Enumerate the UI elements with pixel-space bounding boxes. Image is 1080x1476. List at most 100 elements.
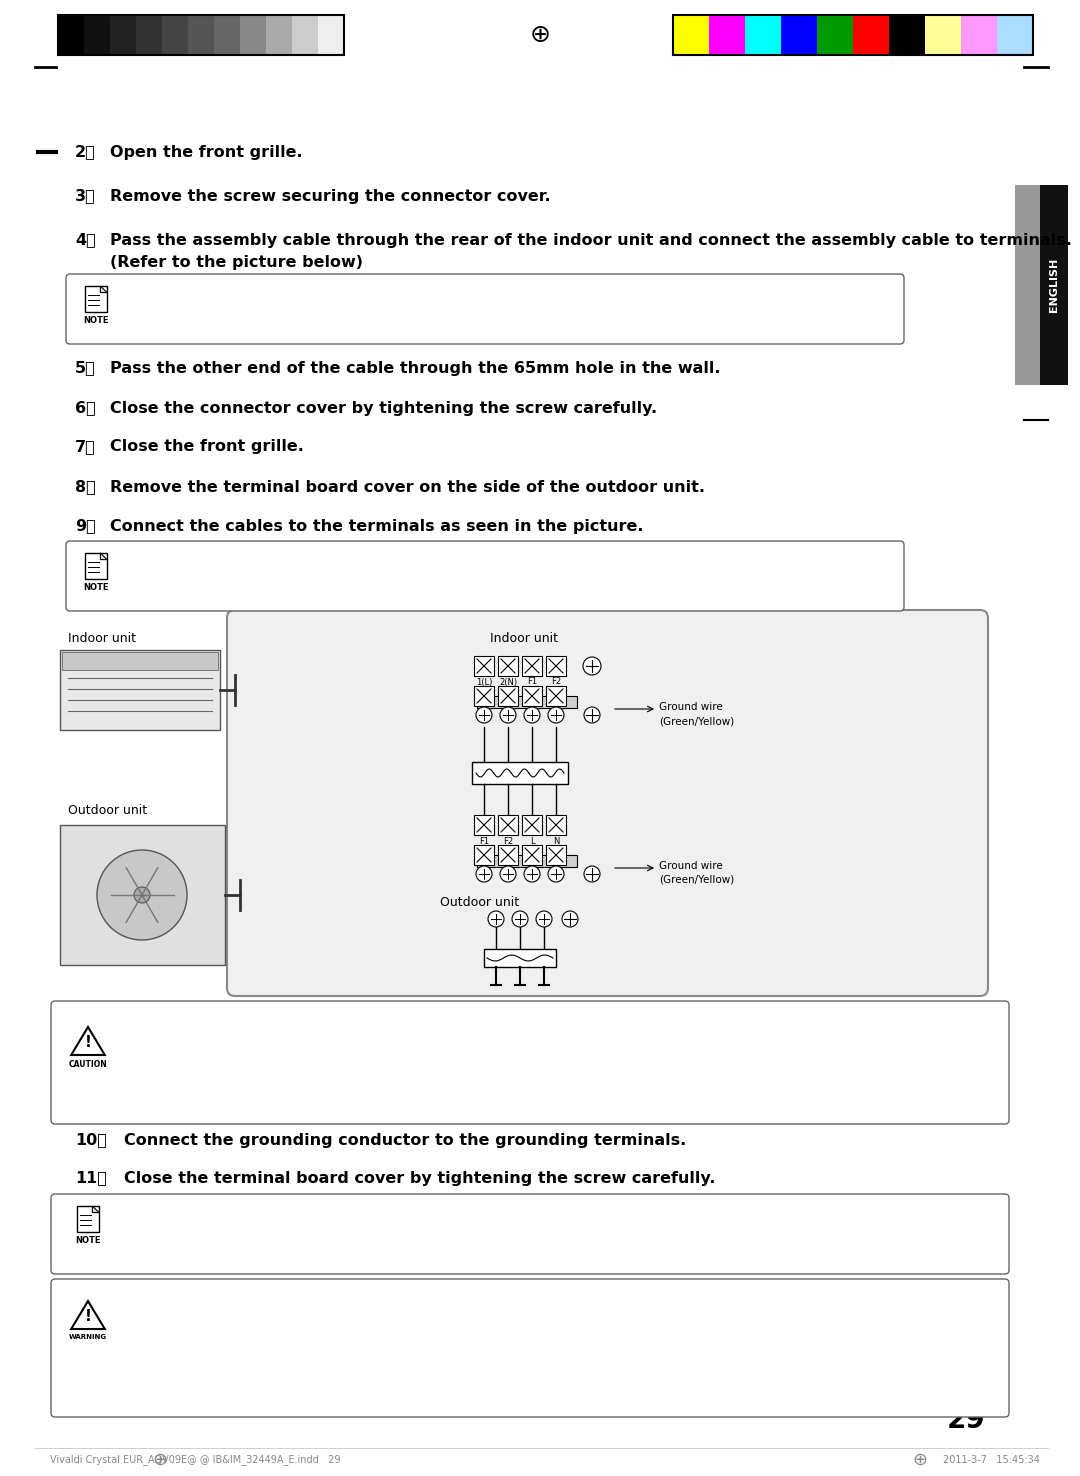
Bar [58, 15, 345, 55]
Circle shape [97, 850, 187, 940]
Bar [546, 844, 566, 865]
Polygon shape [100, 554, 107, 559]
Text: ⊕: ⊕ [152, 1451, 167, 1469]
Circle shape [500, 707, 516, 723]
Circle shape [562, 911, 578, 927]
Circle shape [548, 866, 564, 883]
Text: Outdoor unit: Outdoor unit [68, 803, 147, 816]
Text: ⊕: ⊕ [529, 24, 551, 47]
Text: ENGLISH: ENGLISH [1049, 258, 1059, 311]
Bar [318, 15, 345, 55]
Bar [708, 15, 745, 55]
Bar [816, 15, 853, 55]
Text: (Green/Yellow): (Green/Yellow) [659, 875, 734, 886]
Text: installation.: installation. [133, 1240, 211, 1253]
Text: 5．: 5． [75, 360, 96, 375]
Circle shape [584, 866, 600, 883]
FancyBboxPatch shape [51, 1280, 1009, 1417]
Bar [522, 655, 542, 676]
Bar [498, 844, 518, 865]
FancyBboxPatch shape [227, 610, 988, 996]
Circle shape [500, 866, 516, 883]
Bar [498, 815, 518, 835]
Bar [961, 15, 997, 55]
Text: !: ! [84, 1035, 92, 1049]
Bar [1015, 184, 1040, 385]
Circle shape [584, 707, 600, 723]
Bar [77, 1206, 99, 1232]
Text: 1(L): 1(L) [476, 677, 492, 686]
Bar [188, 15, 214, 55]
Text: •  The power cable and the interconnection cable should be selected according to: • The power cable and the interconnectio… [133, 1367, 877, 1380]
FancyBboxPatch shape [51, 1001, 1009, 1125]
Text: Connect the cables to the terminals as seen in the picture.: Connect the cables to the terminals as s… [110, 518, 644, 533]
Text: •  In Russia and Europe, consult with the supply authority to determine the supp: • In Russia and Europe, consult with the… [120, 1218, 848, 1231]
Circle shape [134, 887, 150, 903]
Circle shape [512, 911, 528, 927]
Text: Pass the other end of the cable through the 65mm hole in the wall.: Pass the other end of the cable through … [110, 360, 720, 375]
Text: •  After connecting the cables, make sure terminal numbers on the indoor/outdoor: • After connecting the cables, make sure… [135, 1073, 742, 1086]
Text: Close the terminal board cover by tightening the screw carefully.: Close the terminal board cover by tighte… [124, 1170, 715, 1185]
Bar [853, 15, 889, 55]
Bar [781, 15, 816, 55]
Text: •  Connect the wires according to color codes, referring to the wiring diagram.: • Connect the wires according to color c… [133, 1345, 657, 1358]
Bar [522, 815, 542, 835]
Bar [110, 15, 136, 55]
Circle shape [524, 707, 540, 723]
Bar [522, 844, 542, 865]
Text: Ground wire: Ground wire [659, 861, 723, 871]
Text: (If they are loose, it could cause burn-out of the wires.): (If they are loose, it could cause burn-… [133, 1322, 501, 1336]
Text: 6．: 6． [75, 400, 96, 416]
Text: Close the front grille.: Close the front grille. [110, 440, 303, 455]
Text: 8．: 8． [75, 480, 96, 494]
Bar [546, 655, 566, 676]
Bar [546, 686, 566, 706]
FancyBboxPatch shape [66, 542, 904, 611]
Text: •  Screws on terminal block must not be unscrewed with the torque less than 12kg: • Screws on terminal block must not be u… [135, 1094, 690, 1107]
Text: L: L [529, 837, 535, 846]
Bar [60, 649, 220, 731]
Bar [474, 655, 494, 676]
Text: F1: F1 [527, 677, 537, 686]
Bar [162, 15, 188, 55]
Text: F2: F2 [551, 677, 562, 686]
Circle shape [536, 911, 552, 927]
Text: 4．: 4． [75, 233, 96, 248]
Text: WARNING: WARNING [69, 1334, 107, 1340]
Bar [62, 652, 218, 670]
Bar [745, 15, 781, 55]
Circle shape [524, 866, 540, 883]
Bar [924, 15, 961, 55]
Bar [84, 15, 110, 55]
Bar [498, 655, 518, 676]
FancyBboxPatch shape [51, 1194, 1009, 1274]
Text: 9．: 9． [75, 518, 96, 533]
Bar [240, 15, 266, 55]
Text: •  End of the wire must be circular.: • End of the wire must be circular. [120, 1027, 381, 1041]
Text: NOTE: NOTE [76, 1237, 100, 1246]
Bar [474, 844, 494, 865]
Text: •  Also circular terminal must be matched with screw size in terminal black.: • Also circular terminal must be matched… [120, 1049, 689, 1063]
Text: 2(N): 2(N) [499, 677, 517, 686]
Bar [484, 949, 556, 967]
Text: Ground wire: Ground wire [659, 703, 723, 711]
Bar [136, 15, 162, 55]
Text: 10．: 10． [75, 1132, 107, 1147]
Text: F2: F2 [503, 837, 513, 846]
Bar [476, 855, 577, 866]
Text: •  Each wire is labeled with the corresponding terminal number.: • Each wire is labeled with the correspo… [125, 571, 569, 584]
Text: NOTE: NOTE [83, 583, 109, 592]
Bar [58, 15, 84, 55]
Text: •  Connect the wires firmly so that wires can not be pulled out easily.: • Connect the wires firmly so that wires… [120, 1300, 640, 1314]
Polygon shape [100, 286, 107, 292]
Text: Remove the terminal board cover on the side of the outdoor unit.: Remove the terminal board cover on the s… [110, 480, 705, 494]
Bar [498, 686, 518, 706]
Bar [266, 15, 292, 55]
Text: N: N [553, 837, 559, 846]
Bar [60, 825, 225, 965]
Text: !: ! [84, 1309, 92, 1324]
Text: (Refer to the picture below): (Refer to the picture below) [110, 254, 363, 270]
Bar [85, 286, 107, 313]
Text: NOTE: NOTE [83, 316, 109, 325]
Text: ⊕: ⊕ [913, 1451, 928, 1469]
